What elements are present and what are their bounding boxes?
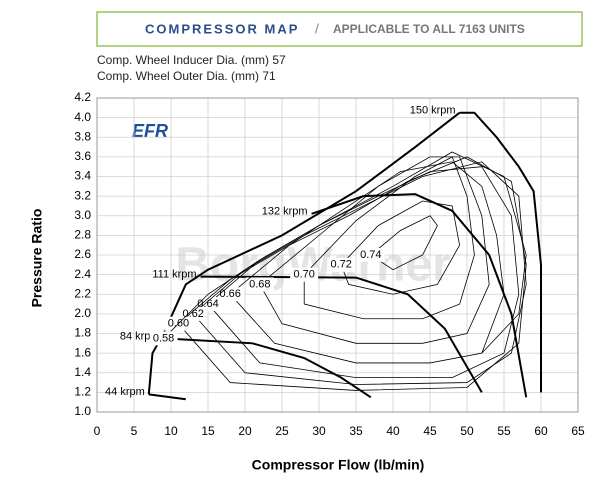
label-bg bbox=[149, 331, 178, 346]
x-tick-label: 40 bbox=[386, 424, 400, 438]
efficiency-label: 0.72 bbox=[330, 259, 351, 271]
speed-line bbox=[311, 193, 528, 398]
y-tick-label: 3.0 bbox=[74, 208, 91, 222]
x-tick-label: 30 bbox=[312, 424, 326, 438]
x-tick-label: 35 bbox=[349, 424, 363, 438]
y-tick-label: 3.6 bbox=[74, 149, 91, 163]
efficiency-label: 0.70 bbox=[293, 269, 314, 281]
y-tick-label: 1.4 bbox=[74, 365, 91, 379]
x-tick-label: 60 bbox=[534, 424, 548, 438]
speed-line bbox=[163, 337, 372, 399]
title-separator: / bbox=[315, 21, 319, 37]
efficiency-contour bbox=[370, 215, 438, 271]
efficiency-contour bbox=[303, 156, 475, 320]
note: Comp. Wheel Outer Dia. (mm) 71 bbox=[97, 69, 276, 83]
speed-line bbox=[459, 111, 542, 393]
x-axis-label: Compressor Flow (lb/min) bbox=[252, 457, 425, 473]
y-axis-label: Pressure Ratio bbox=[29, 209, 45, 308]
y-tick-label: 4.0 bbox=[74, 110, 91, 124]
x-tick-label: 5 bbox=[131, 424, 138, 438]
x-tick-label: 20 bbox=[238, 424, 252, 438]
x-tick-label: 15 bbox=[201, 424, 215, 438]
efficiency-contour bbox=[163, 151, 527, 354]
speed-label: 111 krpm bbox=[152, 268, 196, 280]
y-tick-label: 1.8 bbox=[74, 326, 91, 340]
title-box bbox=[96, 11, 583, 47]
y-tick-label: 2.4 bbox=[74, 267, 91, 281]
chart-title: COMPRESSOR MAP bbox=[145, 21, 299, 36]
x-tick-label: 65 bbox=[571, 424, 585, 438]
y-tick-label: 1.6 bbox=[74, 345, 91, 359]
y-tick-label: 3.4 bbox=[74, 169, 91, 183]
x-tick-label: 45 bbox=[423, 424, 437, 438]
speed-label: 150 krpm bbox=[410, 105, 456, 117]
y-tick-label: 2.6 bbox=[74, 247, 91, 261]
x-tick-label: 0 bbox=[94, 424, 101, 438]
efficiency-contour bbox=[178, 156, 527, 391]
y-tick-label: 2.8 bbox=[74, 228, 91, 242]
label-bg bbox=[245, 277, 274, 292]
efficiency-label: 0.66 bbox=[219, 288, 240, 300]
chart-subtitle: APPLICABLE TO ALL 7163 UNITS bbox=[333, 22, 525, 36]
speed-label: 132 krpm bbox=[262, 206, 308, 218]
speed-line bbox=[147, 111, 461, 395]
y-tick-label: 2.2 bbox=[74, 286, 91, 300]
efficiency-contour bbox=[192, 161, 527, 385]
x-tick-label: 25 bbox=[275, 424, 289, 438]
y-tick-label: 1.2 bbox=[74, 385, 91, 399]
speed-label: 44 krpm bbox=[105, 386, 145, 398]
y-tick-label: 1.0 bbox=[74, 404, 91, 418]
y-tick-label: 4.2 bbox=[74, 90, 91, 104]
efficiency-contour bbox=[229, 161, 505, 364]
x-tick-label: 10 bbox=[164, 424, 178, 438]
y-tick-label: 3.8 bbox=[74, 129, 91, 143]
x-tick-label: 55 bbox=[497, 424, 511, 438]
efficiency-label: 0.74 bbox=[360, 249, 381, 261]
label-bg bbox=[356, 248, 385, 262]
label-bg bbox=[327, 257, 356, 272]
efficiency-contour bbox=[259, 156, 490, 344]
logo: EFR bbox=[132, 121, 168, 141]
y-tick-label: 3.2 bbox=[74, 188, 91, 202]
plot-frame bbox=[96, 97, 579, 413]
note: Comp. Wheel Inducer Dia. (mm) 57 bbox=[97, 53, 286, 67]
y-tick-label: 2.0 bbox=[74, 306, 91, 320]
speed-line bbox=[148, 393, 186, 401]
efficiency-contour bbox=[340, 200, 461, 295]
efficiency-label: 0.68 bbox=[249, 278, 270, 290]
label-bg bbox=[290, 267, 319, 282]
efficiency-label: 0.58 bbox=[153, 332, 174, 344]
x-tick-label: 50 bbox=[460, 424, 474, 438]
